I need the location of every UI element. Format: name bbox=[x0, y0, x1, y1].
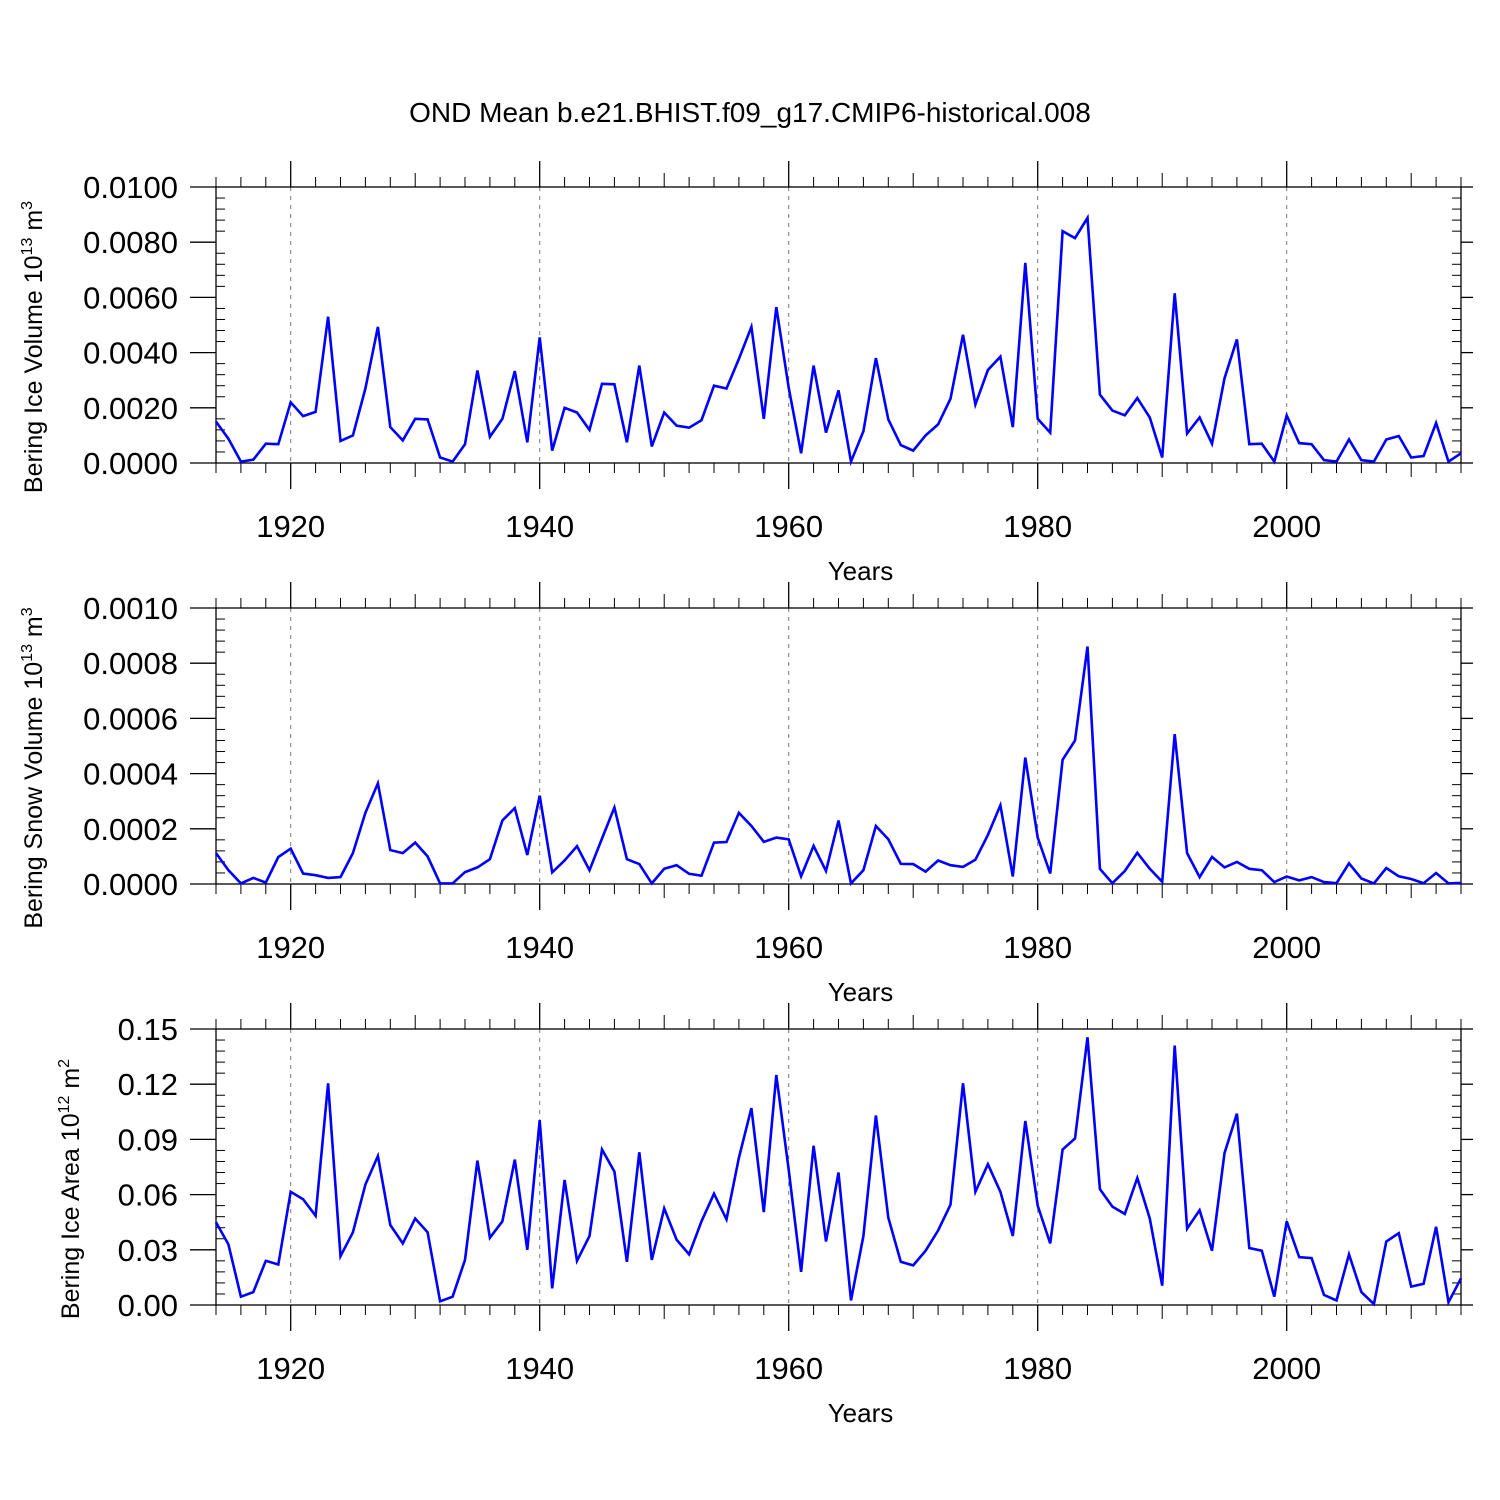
x-tick-label-1920: 1920 bbox=[256, 930, 325, 965]
y-tick-label: 0.0000 bbox=[83, 446, 178, 481]
x-axis-label: Years bbox=[828, 556, 894, 586]
x-tick-label-1940: 1940 bbox=[505, 509, 574, 544]
y-axis-label: Bering Snow Volume 1013 m3 bbox=[19, 607, 48, 928]
y-tick-label: 0.09 bbox=[118, 1122, 178, 1157]
panel-ice-volume: 1920 1940 1960 1980 2000 0.0000 0.0020 0.0040 0.… bbox=[19, 161, 1473, 586]
y-tick-label: 0.06 bbox=[118, 1178, 178, 1213]
y-tick-label: 0.0100 bbox=[83, 170, 178, 205]
y-tick-label: 0.0010 bbox=[83, 591, 178, 626]
x-tick-label-1960: 1960 bbox=[754, 509, 823, 544]
panel-snow-volume: 1920 1940 1960 1980 2000 0.0000 0.0002 0.0004 0.… bbox=[19, 582, 1473, 1007]
y-tick-label: 0.15 bbox=[118, 1012, 178, 1047]
x-tick-label-1960: 1960 bbox=[754, 1351, 823, 1386]
y-tick-label: 0.0020 bbox=[83, 391, 178, 426]
x-tick-label-2000: 2000 bbox=[1252, 509, 1321, 544]
y-tick-label: 0.0002 bbox=[83, 812, 178, 847]
y-tick-label: 0.0040 bbox=[83, 336, 178, 371]
y-axis-label: Bering Ice Area 1012 m2 bbox=[56, 1059, 85, 1319]
plot-frame bbox=[215, 186, 1462, 464]
panel-ice-area: 1920 1940 1960 1980 2000 0.00 0.03 0.06 0.09 0.12… bbox=[56, 1003, 1473, 1428]
x-tick-label-1980: 1980 bbox=[1003, 930, 1072, 965]
y-tick-label: 0.00 bbox=[118, 1288, 178, 1323]
x-tick-label-1940: 1940 bbox=[505, 1351, 574, 1386]
x-tick-label-1960: 1960 bbox=[754, 930, 823, 965]
x-axis-label: Years bbox=[828, 977, 894, 1007]
plot-frame bbox=[215, 1028, 1462, 1306]
y-tick-label: 0.0060 bbox=[83, 280, 178, 315]
y-tick-label: 0.0080 bbox=[83, 225, 178, 260]
y-tick-label: 0.12 bbox=[118, 1067, 178, 1102]
y-axis-label: Bering Ice Volume 1013 m3 bbox=[19, 201, 48, 493]
series-line-ice-volume bbox=[214, 213, 1462, 467]
x-tick-label-2000: 2000 bbox=[1252, 1351, 1321, 1386]
x-tick-label-1980: 1980 bbox=[1003, 509, 1072, 544]
y-tick-label: 0.0006 bbox=[83, 701, 178, 736]
series-line-ice-area bbox=[214, 1037, 1463, 1307]
series-line-snow-volume bbox=[214, 646, 1462, 887]
chart-title: OND Mean b.e21.BHIST.f09_g17.CMIP6-histo… bbox=[409, 97, 1091, 128]
x-tick-label-1920: 1920 bbox=[256, 1351, 325, 1386]
x-axis-label: Years bbox=[828, 1398, 894, 1428]
x-tick-label-1980: 1980 bbox=[1003, 1351, 1072, 1386]
y-tick-label: 0.0008 bbox=[83, 646, 178, 681]
plot-frame bbox=[215, 607, 1462, 885]
x-tick-label-1920: 1920 bbox=[256, 509, 325, 544]
x-tick-label-1940: 1940 bbox=[505, 930, 574, 965]
x-tick-label-2000: 2000 bbox=[1252, 930, 1321, 965]
y-tick-label: 0.0004 bbox=[83, 757, 178, 792]
y-tick-label: 0.03 bbox=[118, 1233, 178, 1268]
y-tick-label: 0.0000 bbox=[83, 867, 178, 902]
